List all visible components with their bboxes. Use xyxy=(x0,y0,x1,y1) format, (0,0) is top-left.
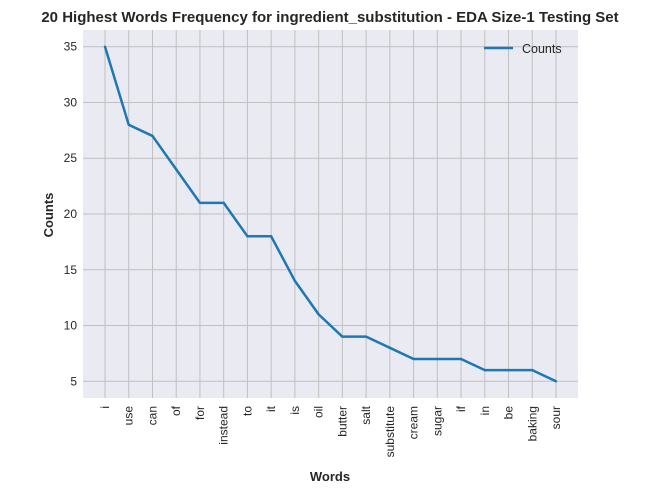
x-tick-label: salt xyxy=(359,405,373,424)
x-tick-label: it xyxy=(264,405,278,412)
data-point xyxy=(151,134,154,138)
series-lines xyxy=(103,45,558,383)
data-point xyxy=(317,313,320,316)
data-point xyxy=(531,368,534,372)
series-line-0 xyxy=(103,46,557,383)
x-axis-ticks: i use can of for instead to it is oil butter salt su… xyxy=(98,405,563,457)
x-tick-label: oil xyxy=(312,406,326,418)
grid xyxy=(83,30,578,398)
data-point xyxy=(246,235,249,238)
data-point xyxy=(127,123,130,126)
x-tick-label: in xyxy=(478,406,492,415)
chart-title: 20 Highest Words Frequency for ingredien… xyxy=(41,9,618,26)
x-tick-label: sour xyxy=(549,406,563,429)
x-tick-label: sugar xyxy=(430,406,444,436)
data-point xyxy=(412,357,415,361)
y-tick-label: 35 xyxy=(64,40,78,54)
data-point xyxy=(103,45,107,48)
x-tick-label: i xyxy=(98,406,112,409)
x-tick-label: if xyxy=(454,405,468,412)
x-tick-label: of xyxy=(169,405,183,416)
x-tick-label: cream xyxy=(407,406,421,439)
data-point xyxy=(198,201,202,205)
x-tick-label: instead xyxy=(217,406,231,445)
x-tick-label: for xyxy=(193,406,207,420)
data-point xyxy=(364,335,368,338)
data-point xyxy=(436,357,439,361)
x-tick-label: substitute xyxy=(383,406,397,458)
data-point xyxy=(483,368,486,372)
data-point xyxy=(388,346,392,350)
x-tick-label: to xyxy=(240,406,254,416)
data-point xyxy=(175,168,178,171)
x-tick-label: can xyxy=(145,406,159,425)
y-tick-label: 10 xyxy=(64,319,78,333)
legend-label-counts: Counts xyxy=(522,42,562,56)
x-tick-label: baking xyxy=(525,406,539,441)
data-point xyxy=(507,368,510,372)
y-tick-label: 15 xyxy=(64,263,78,277)
x-axis-label: Words xyxy=(310,469,350,484)
x-tick-label: be xyxy=(502,406,516,420)
y-tick-label: 20 xyxy=(64,207,78,221)
y-tick-label: 30 xyxy=(64,95,78,109)
data-point xyxy=(341,335,344,338)
data-point xyxy=(269,235,273,238)
y-tick-label: 5 xyxy=(70,374,77,388)
y-tick-label: 25 xyxy=(64,151,78,165)
x-tick-label: is xyxy=(288,406,302,415)
data-point xyxy=(293,279,297,283)
legend: Counts xyxy=(484,42,562,56)
data-point xyxy=(459,357,463,361)
x-tick-label: use xyxy=(122,406,136,426)
data-point xyxy=(554,380,558,383)
y-axis-label: Counts xyxy=(41,193,56,238)
data-point xyxy=(222,201,225,205)
y-axis-ticks: 5 10 15 20 25 30 35 xyxy=(64,40,78,389)
x-tick-label: butter xyxy=(335,406,349,437)
